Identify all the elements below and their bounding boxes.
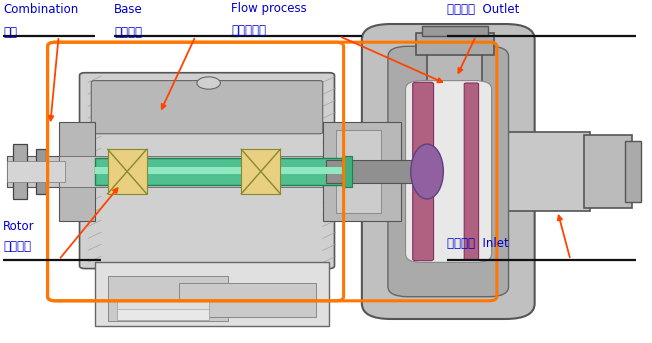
Bar	[108, 149, 147, 194]
FancyBboxPatch shape	[388, 46, 509, 297]
Bar	[625, 141, 641, 202]
Bar	[108, 276, 228, 321]
FancyBboxPatch shape	[413, 82, 434, 261]
Bar	[117, 301, 209, 320]
Bar	[427, 51, 482, 96]
Text: 吐出短管  Outlet: 吐出短管 Outlet	[447, 3, 519, 16]
Text: 泵联: 泵联	[3, 26, 17, 39]
Bar	[95, 262, 329, 326]
FancyBboxPatch shape	[406, 81, 492, 262]
Bar	[416, 33, 494, 55]
Bar	[117, 300, 209, 309]
Bar	[496, 132, 590, 211]
Bar	[13, 144, 27, 199]
Bar	[326, 160, 427, 183]
Text: 托架部位: 托架部位	[114, 26, 142, 39]
Bar	[7, 161, 65, 182]
Bar	[95, 158, 346, 185]
Bar	[241, 149, 280, 194]
Text: 过流件部位: 过流件部位	[231, 24, 267, 37]
FancyBboxPatch shape	[80, 73, 334, 269]
Circle shape	[197, 77, 220, 89]
Bar	[95, 167, 346, 174]
Text: 转子部位: 转子部位	[3, 240, 31, 253]
FancyBboxPatch shape	[91, 81, 323, 134]
Bar	[336, 130, 381, 213]
Bar	[7, 156, 65, 187]
Text: Rotor: Rotor	[3, 220, 35, 233]
Bar	[422, 26, 488, 36]
Ellipse shape	[411, 144, 443, 199]
Bar	[584, 135, 632, 208]
Bar	[323, 122, 401, 221]
FancyBboxPatch shape	[362, 24, 535, 319]
Bar	[59, 156, 333, 187]
Text: Combination: Combination	[3, 3, 78, 16]
Text: 吸入短管  Inlet: 吸入短管 Inlet	[447, 237, 509, 250]
FancyBboxPatch shape	[464, 83, 479, 260]
Text: Flow process: Flow process	[231, 2, 307, 15]
Bar	[59, 122, 95, 221]
Bar	[36, 149, 46, 194]
Bar	[179, 283, 316, 317]
Bar	[342, 156, 352, 187]
Text: Base: Base	[114, 3, 143, 16]
